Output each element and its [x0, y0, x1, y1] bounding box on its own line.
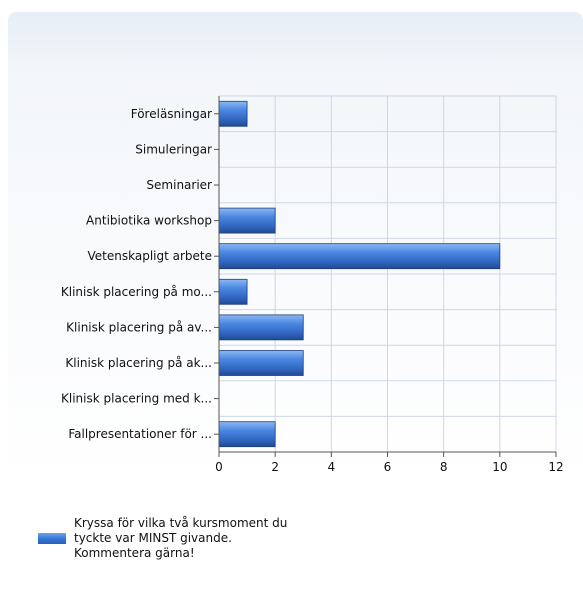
x-tick-label: 2 — [271, 460, 279, 474]
bar — [218, 350, 304, 376]
tick-labels: 0 2 4 6 8 10 12 Föreläsningar Simuleringar Semina… — [61, 107, 564, 474]
y-tick-label: Klinisk placering på mo... — [61, 285, 212, 299]
bar — [218, 243, 501, 270]
axes — [214, 96, 557, 457]
y-tick-label: Klinisk placering med k... — [61, 392, 212, 406]
x-tick-label: 10 — [492, 460, 507, 474]
bar — [218, 207, 276, 234]
bar — [218, 314, 304, 341]
y-tick-label: Vetenskapligt arbete — [88, 249, 213, 263]
y-tick-label: Klinisk placering på av... — [66, 320, 212, 334]
y-tick-label: Fallpresentationer för ... — [68, 427, 212, 441]
x-tick-label: 0 — [215, 460, 223, 474]
x-tick-label: 12 — [548, 460, 563, 474]
bar — [218, 421, 276, 448]
y-tick-label: Simuleringar — [135, 142, 212, 156]
y-tick-label: Antibiotika workshop — [86, 214, 212, 228]
x-tick-label: 6 — [384, 460, 392, 474]
legend-swatch — [38, 533, 66, 544]
x-tick-label: 4 — [328, 460, 336, 474]
y-tick-label: Föreläsningar — [131, 107, 212, 121]
grid-lines — [219, 95, 557, 452]
chart-panel — [8, 12, 583, 590]
bar — [218, 100, 248, 127]
y-tick-label: Klinisk placering på ak... — [65, 356, 212, 370]
x-tick-label: 8 — [440, 460, 448, 474]
legend-label: Kryssa för vilka två kursmoment du tyckt… — [74, 516, 288, 560]
legend: Kryssa för vilka två kursmoment du tyckt… — [38, 516, 289, 561]
bar — [218, 278, 248, 305]
y-tick-label: Seminarier — [146, 178, 212, 192]
bars — [218, 100, 501, 448]
